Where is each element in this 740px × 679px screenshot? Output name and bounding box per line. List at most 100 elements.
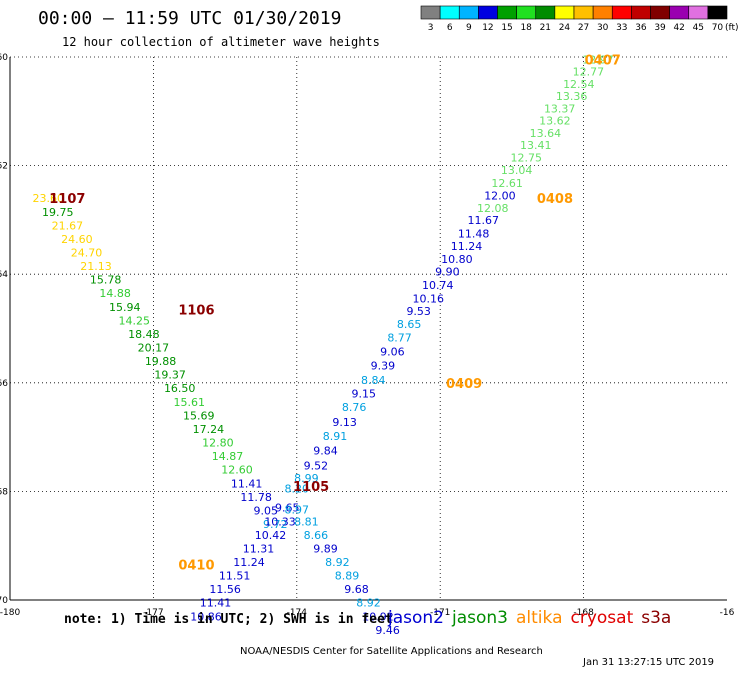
wave-height-label: 16.50 [164,382,196,395]
pass-label: 1105 [293,480,329,495]
color-swatch [420,5,441,20]
color-swatch [688,5,709,20]
y-tick-label: -70 [0,596,8,606]
color-swatch [535,5,556,20]
wave-height-label: 11.31 [243,542,275,555]
color-swatch [478,5,498,20]
color-scale-label: 36 [635,23,647,33]
wave-height-label: 15.69 [183,409,215,422]
x-tick-label: -16 [720,608,735,618]
wave-height-label: 12.77 [573,66,605,79]
color-scale-label: 33 [616,23,627,33]
wave-height-label: 12.80 [202,437,234,450]
wave-height-label: 12.97 [582,54,614,67]
pass-label: 0409 [446,377,482,392]
color-swatch [458,5,479,20]
wave-height-label: 18.48 [128,328,160,341]
wave-height-label: 13.37 [544,103,576,116]
color-scale-label: 6 [447,23,453,33]
wave-height-label: 12.08 [477,202,509,215]
color-scale-label: 30 [597,23,609,33]
wave-height-label: 9.53 [406,305,431,318]
wave-height-label: 8.77 [387,332,412,345]
wave-height-label: 12.54 [563,78,595,91]
wave-height-label: 13.41 [520,139,552,152]
color-swatch [707,5,728,20]
color-swatch [669,5,690,20]
color-scale-label: 70 [712,23,724,33]
wave-height-label: 12.00 [484,189,516,202]
color-swatch [439,5,460,20]
wave-height-label: 9.65 [275,502,300,515]
color-swatch [497,5,517,20]
wave-height-label: 8.81 [294,515,319,528]
footer-note: note: 1) Time is in UTC; 2) SWH is in fe… [64,612,393,627]
axis-ticks: -180 -177 -174 -171 -168 -16 -60 -62 -64 -66 -68 -7… [0,53,735,618]
x-tick-label: -177 [143,608,163,618]
color-swatch [573,5,594,20]
wave-height-label: 8.92 [356,597,381,610]
color-swatch [631,5,651,20]
wave-height-label: 14.25 [119,314,151,327]
color-scale-unit: (ft) [725,23,739,33]
wave-height-label: 11.78 [240,491,272,504]
y-tick-label: -68 [0,487,8,497]
pass-label: 1107 [49,192,85,207]
wave-height-label: 10.33 [264,515,296,528]
wave-height-label: 8.89 [335,570,360,583]
wave-height-label: 23.60 [32,192,64,205]
wave-height-label: 14.87 [212,450,244,463]
pass-label: 1106 [178,303,214,318]
wave-height-label: 15.94 [109,301,141,314]
wave-height-label: 8.97 [285,503,310,516]
wave-height-label: 9.52 [304,459,329,472]
color-swatch [650,5,670,20]
wave-height-map: 3 6 9 12 15 18 21 24 27 30 33 36 39 42 45 70 (ft) -180 -1… [0,5,739,637]
wave-height-label: 15.61 [174,396,206,409]
satellite-s3a: s3a [641,608,672,628]
wave-height-label: 13.36 [556,90,588,103]
color-scale-label: 42 [673,23,684,33]
color-scale-label: 15 [501,23,512,33]
wave-height-label: 9.89 [313,542,338,555]
wave-height-label: 11.51 [219,570,251,583]
satellite-jason3: jason3 [452,608,508,628]
wave-height-label: 10.80 [441,253,473,266]
wave-height-label: 12.61 [491,177,523,190]
wave-height-label: 19.88 [145,355,177,368]
color-scale-label: 39 [654,23,666,33]
wave-height-label: 21.13 [80,260,112,273]
x-tick-label: -171 [430,608,450,618]
wave-height-label: 14.88 [99,287,131,300]
chart-stage: 00:00 – 11:59 UTC 01/30/2019 12 hour col… [0,5,739,668]
wave-height-label: 11.24 [451,240,483,253]
wave-height-label: 9.84 [313,445,338,458]
credit-text: NOAA/NESDIS Center for Satellite Applica… [240,646,543,657]
wave-height-label: 24.60 [61,233,93,246]
pass-label: 0410 [178,559,214,574]
color-swatch [611,5,632,20]
wave-height-label: 8.84 [361,374,386,387]
wave-height-label: 20.17 [138,342,170,355]
wave-height-label: 10.74 [422,279,454,292]
wave-height-label: 9.15 [351,388,376,401]
satellite-legend: jason2 jason3 altika cryosat s3a [388,608,679,628]
wave-height-label: 13.62 [539,115,571,128]
wave-height-label: 24.70 [71,246,103,259]
wave-height-label: 11.24 [233,556,265,569]
wave-height-label: 8.76 [342,401,367,414]
color-scale-label: 3 [428,23,434,33]
wave-height-label: 11.67 [467,214,499,227]
satellite-cryosat: cryosat [570,608,634,628]
wave-height-label: 9.46 [375,624,400,637]
wave-height-label: 8.92 [325,556,350,569]
satellite-altika: altika [516,608,563,628]
timestamp-text: Jan 31 13:27:15 UTC 2019 [583,657,715,668]
color-scale-label: 9 [466,23,472,33]
y-tick-label: -62 [0,162,8,172]
wave-height-label: 10.92 [362,610,394,623]
wave-height-label: 8.20 [285,483,310,496]
color-scale-label: 24 [559,23,571,33]
wave-height-label: 9.05 [253,504,278,517]
y-tick-label: -60 [0,53,8,63]
